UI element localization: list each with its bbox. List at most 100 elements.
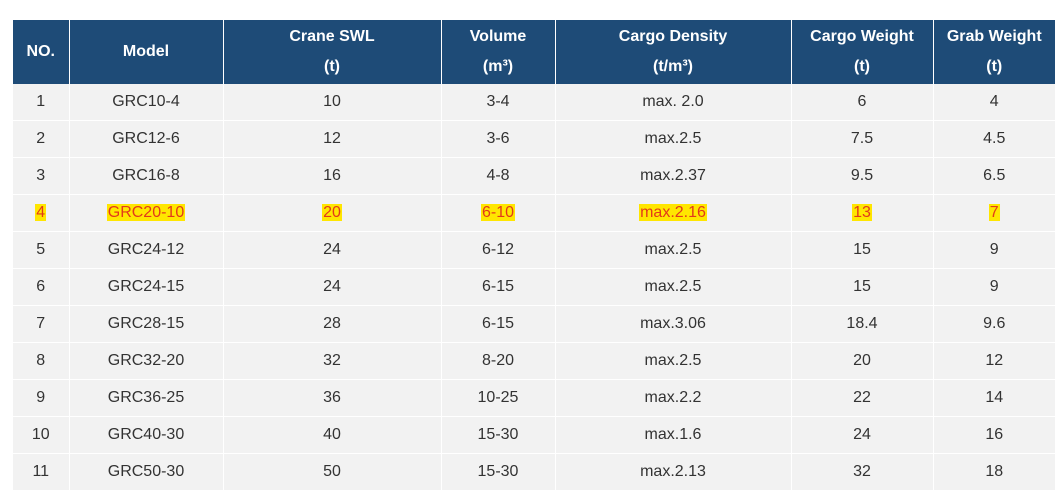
table-row: 9 GRC36-25 36 10-25 max.2.2 22 14 [13,379,1055,417]
cell-text: 20 [322,204,342,221]
cell-grab-weight: 9 [933,268,1055,306]
cell-text: 9 [989,241,999,258]
cell-text: 15-30 [477,463,519,480]
cell-grab-weight: 14 [933,379,1055,417]
cell-text: 4 [989,93,999,110]
cell-text: max.3.06 [640,315,706,332]
cell-text: 7.5 [850,130,874,147]
cell-text: 10 [31,426,50,443]
cell-text: 10-25 [477,389,519,406]
cell-volume: 15-30 [441,453,556,491]
cell-text: 2 [36,130,46,147]
table-row: 11 GRC50-30 50 15-30 max.2.13 32 18 [13,453,1055,491]
cell-crane-swl: 32 [223,342,442,380]
cell-cargo-weight: 24 [791,416,934,454]
cell-text: 24 [853,426,871,443]
cell-crane-swl: 40 [223,416,442,454]
cell-text: 14 [985,389,1004,406]
cell-cargo-density: max. 2.0 [555,84,792,121]
cell-model: GRC24-12 [69,231,224,269]
cell-text: 4 [35,204,47,221]
cell-crane-swl: 50 [223,453,442,491]
cell-volume: 6-15 [441,268,556,306]
cell-cargo-weight: 20 [791,342,934,380]
column-header-cargo-density: Cargo Density (t/m³) [555,20,792,84]
cell-text: 4.5 [983,130,1006,147]
table-row: 3 GRC16-8 16 4-8 max.2.37 9.5 6.5 [13,157,1055,195]
cell-text: 9 [36,389,46,406]
cell-text: max.2.16 [639,204,707,221]
cell-volume: 3-4 [441,84,556,121]
cell-text: GRC10-4 [112,93,180,110]
cell-crane-swl: 10 [223,84,442,121]
cell-text: max.2.5 [644,130,702,147]
cell-crane-swl: 24 [223,268,442,306]
column-header-no: NO. [13,20,70,84]
cell-text: 6-12 [481,241,515,258]
cell-volume: 4-8 [441,157,556,195]
cell-volume: 8-20 [441,342,556,380]
cell-model: GRC10-4 [69,84,224,121]
cell-grab-weight: 16 [933,416,1055,454]
cell-text: 15-30 [477,426,519,443]
cell-text: 3-4 [486,93,510,110]
cell-text: 36 [323,389,341,406]
cell-no: 1 [13,84,70,121]
column-header-unit: (t/m³) [653,58,693,75]
table-row: 2 GRC12-6 12 3-6 max.2.5 7.5 4.5 [13,120,1055,158]
table-row: 5 GRC24-12 24 6-12 max.2.5 15 9 [13,231,1055,269]
cell-cargo-density: max.2.5 [555,342,792,380]
cell-text: GRC28-15 [107,315,185,332]
cell-text: 6-15 [481,315,515,332]
cell-volume: 10-25 [441,379,556,417]
cell-text: 6-10 [480,204,516,221]
cell-text: max.2.13 [640,463,706,480]
table-body: 1 GRC10-4 10 3-4 max. 2.0 6 4 2 GRC12-6 12 3-6 max.… [13,84,1055,491]
cell-model: GRC28-15 [69,305,224,343]
cell-text: 7 [36,315,46,332]
spec-table-container: NO. Model Crane SWL (t) Volume (m³) Cargo Dens… [13,20,1055,491]
cell-no: 5 [13,231,70,269]
cell-text: GRC50-30 [107,463,185,480]
cell-cargo-weight: 18.4 [791,305,934,343]
cell-grab-weight: 12 [933,342,1055,380]
cell-text: GRC16-8 [112,167,180,184]
cell-text: max.1.6 [644,426,702,443]
cell-text: GRC40-30 [107,426,185,443]
cell-no: 4 [13,194,70,232]
column-header-grab-weight: Grab Weight (t) [933,20,1055,84]
cell-cargo-density: max.2.2 [555,379,792,417]
cell-model: GRC16-8 [69,157,224,195]
cell-cargo-density: max.2.13 [555,453,792,491]
cell-no: 11 [13,453,70,491]
column-header-model: Model [69,20,224,84]
cell-grab-weight: 18 [933,453,1055,491]
cell-text: 28 [323,315,341,332]
cell-text: 7 [988,204,1000,221]
cell-crane-swl: 24 [223,231,442,269]
cell-cargo-density: max.2.5 [555,268,792,306]
cell-cargo-density: max.2.37 [555,157,792,195]
column-header-cargo-weight: Cargo Weight (t) [791,20,934,84]
cell-text: GRC20-10 [106,204,186,221]
cell-volume: 6-15 [441,305,556,343]
column-header-label: Volume [469,28,527,45]
cell-grab-weight: 9 [933,231,1055,269]
cell-grab-weight: 4 [933,84,1055,121]
cell-text: 1 [36,93,46,110]
table-row-highlighted: 4 GRC20-10 20 6-10 max.2.16 13 7 [13,194,1055,232]
cell-text: 12 [985,352,1004,369]
cell-text: 10 [323,93,341,110]
cell-text: 3-6 [486,130,510,147]
cell-volume: 6-10 [441,194,556,232]
cell-cargo-weight: 7.5 [791,120,934,158]
column-header-label: Crane SWL [289,28,375,45]
cell-volume: 15-30 [441,416,556,454]
cell-text: GRC12-6 [112,130,180,147]
cell-grab-weight: 9.6 [933,305,1055,343]
cell-text: 40 [323,426,341,443]
cell-text: 12 [323,130,341,147]
cell-text: GRC36-25 [107,389,185,406]
cell-text: 4-8 [486,167,510,184]
cell-cargo-weight: 6 [791,84,934,121]
